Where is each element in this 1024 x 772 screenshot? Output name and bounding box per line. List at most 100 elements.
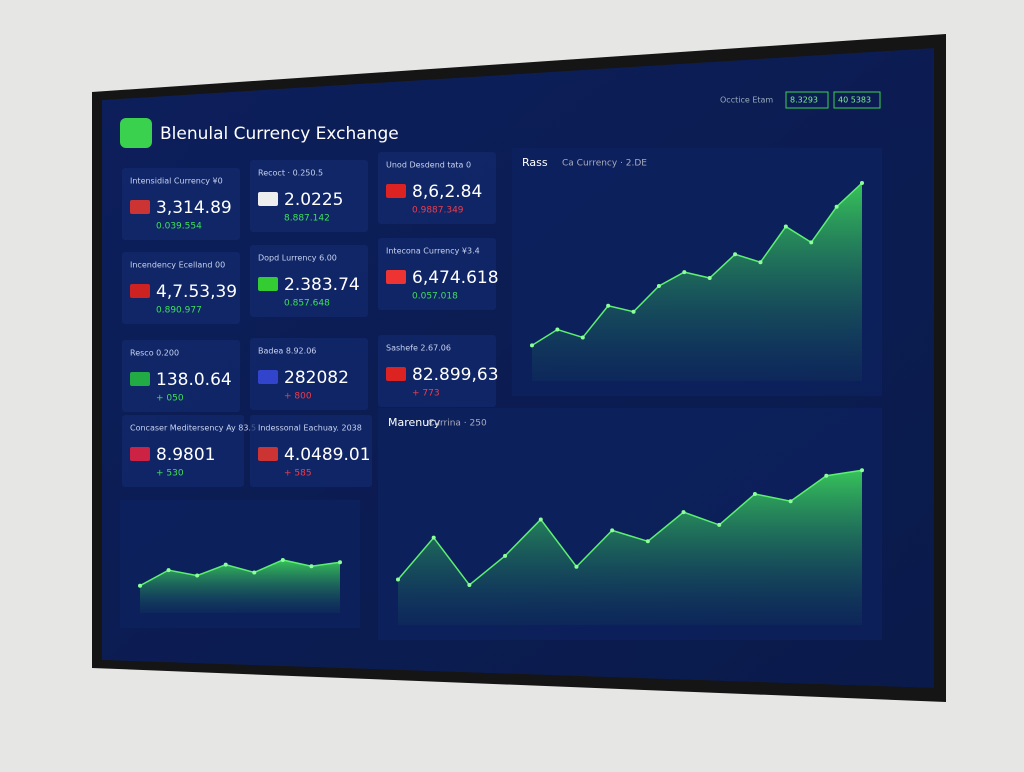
card[interactable] [378, 152, 496, 224]
chart-point [166, 568, 171, 573]
flag [130, 200, 150, 214]
chart-point [717, 522, 722, 527]
chart-point [610, 528, 615, 533]
card-change: + 773 [412, 389, 440, 399]
card[interactable] [250, 415, 372, 487]
control-button[interactable] [833, 91, 881, 109]
card[interactable] [122, 252, 240, 324]
card[interactable] [122, 340, 240, 412]
chart-area [140, 559, 340, 613]
control-button[interactable] [785, 91, 829, 109]
card-label: Sashefe 2.67.06 [386, 344, 451, 353]
card-change: 0.057.018 [412, 292, 458, 302]
card[interactable] [378, 238, 496, 310]
card-value: 82.899,63 [412, 365, 499, 385]
chart-point [656, 283, 661, 288]
chart-point [574, 564, 579, 569]
flag [258, 277, 278, 291]
control-label: 40 5383 [838, 96, 871, 105]
flag [130, 447, 150, 461]
chart-point [280, 557, 285, 562]
flag [258, 370, 278, 384]
card-label: Unod Desdend tata 0 [386, 161, 471, 170]
flag [386, 270, 406, 284]
chart-line [397, 469, 863, 587]
card-value: 8.9801 [156, 445, 215, 465]
chart-point [645, 539, 650, 544]
flag [258, 192, 278, 206]
chart-point [530, 343, 534, 348]
flag [386, 184, 406, 198]
chart-point [788, 499, 793, 504]
card-value: 4,7.53,39 [156, 282, 237, 302]
card-label: Recoct · 0.250.5 [258, 169, 323, 178]
chart-point [195, 573, 200, 578]
card-label: Indessonal Eachuay. 2038 [258, 424, 362, 433]
card-change: + 530 [156, 469, 184, 479]
card[interactable] [250, 338, 368, 410]
card-value: 282082 [284, 368, 349, 388]
chart-point [834, 204, 839, 209]
card-change: 0.857.648 [284, 299, 330, 309]
card[interactable] [122, 415, 244, 487]
card[interactable] [122, 168, 240, 240]
title: Blenulal Currency Exchange [160, 124, 399, 144]
card-value: 2.0225 [284, 190, 343, 210]
chart-title: Marenury [388, 416, 441, 429]
chart-title: Rass [522, 156, 548, 169]
control-label: Occtice Etam [720, 96, 773, 105]
card-change: + 800 [284, 392, 312, 402]
chart-point [681, 510, 686, 515]
card-label: Intecona Currency ¥3.4 [386, 247, 480, 256]
chart-point [860, 468, 864, 473]
logo [120, 118, 152, 148]
card-label: Intensidial Currency ¥0 [130, 177, 223, 186]
card-change: 0.890.977 [156, 306, 202, 316]
chart-area [398, 470, 862, 625]
chart-point [783, 224, 788, 229]
chart-point [580, 335, 585, 340]
card-change: 8.887.142 [284, 214, 330, 224]
chart-point [733, 252, 738, 257]
card-change: 0.039.554 [156, 222, 202, 232]
chart-point [682, 270, 687, 275]
chart-point [309, 564, 314, 569]
flag [130, 372, 150, 386]
screen: Blenulal Currency Exchange Occtice Etam 8… [102, 48, 934, 688]
flag [386, 367, 406, 381]
card-label: Resco 0.200 [130, 349, 179, 358]
card-value: 138.0.64 [156, 370, 232, 390]
chart-point [824, 473, 829, 478]
card-label: Badea 8.92.06 [258, 347, 316, 356]
flag [258, 447, 278, 461]
chart-point [631, 309, 636, 314]
chart-point [252, 570, 257, 575]
card-value: 4.0489.01 [284, 445, 371, 465]
card-label: Incendency Ecelland 00 [130, 261, 225, 270]
card-change: 0.9887.349 [412, 206, 464, 216]
chart-point [538, 517, 543, 522]
chart-point [752, 491, 757, 496]
chart-subtitle: Ca Currency · 2.DE [562, 159, 647, 169]
card[interactable] [250, 160, 368, 232]
card[interactable] [378, 335, 496, 407]
card-change: + 585 [284, 469, 312, 479]
chart-point [860, 181, 864, 185]
chart-point [338, 560, 342, 565]
chart-point [138, 583, 142, 588]
chart-point [606, 303, 611, 308]
chart-point [467, 582, 472, 587]
card-value: 8,6,2.84 [412, 182, 482, 202]
card-change: + 050 [156, 394, 184, 404]
chart-point [809, 240, 814, 245]
chart-point [431, 535, 436, 540]
chart-area [532, 183, 862, 381]
card[interactable] [250, 245, 368, 317]
card-value: 2.383.74 [284, 275, 360, 295]
chart-point [758, 260, 763, 265]
chart-point [707, 276, 712, 281]
card-label: Dopd Lurrency 6.00 [258, 254, 337, 263]
chart-point [503, 553, 508, 558]
